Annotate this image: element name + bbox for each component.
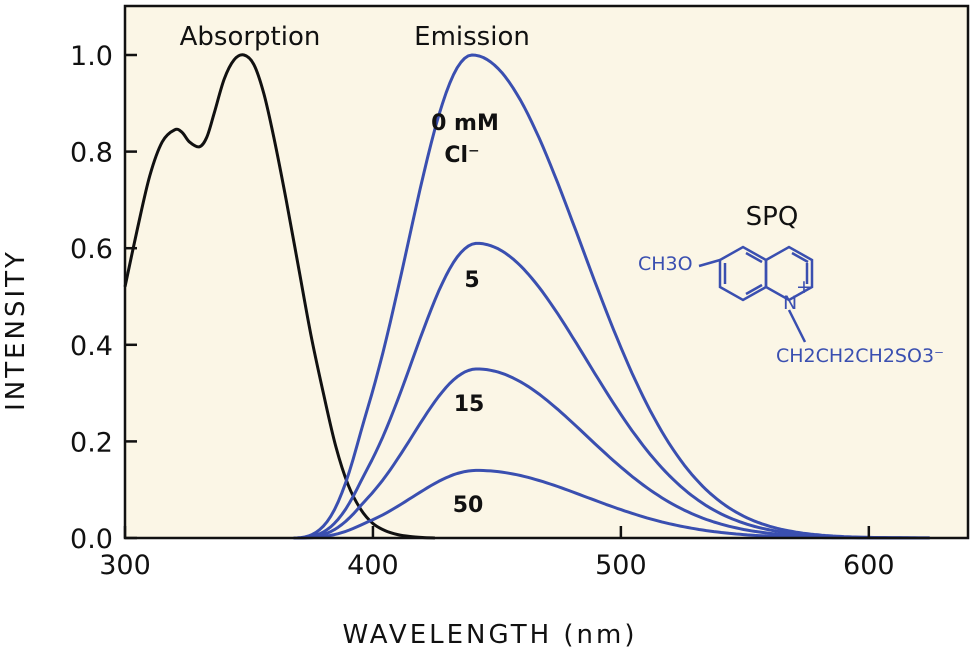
y-axis-label: INTENSITY bbox=[1, 249, 31, 411]
y-tick-label: 0.4 bbox=[70, 331, 113, 362]
y-tick-label: 0.2 bbox=[70, 427, 113, 458]
x-tick-label: 400 bbox=[347, 550, 399, 581]
conc-label-0mm: 0 mM bbox=[431, 111, 499, 136]
sulfopropyl-chain: CH2CH2CH2SO3⁻ bbox=[776, 345, 944, 367]
x-tick-label: 600 bbox=[843, 550, 895, 581]
y-tick-label: 0.0 bbox=[70, 524, 113, 555]
emission-label: Emission bbox=[414, 22, 530, 52]
y-tick-label: 0.6 bbox=[70, 234, 113, 265]
x-tick-label: 500 bbox=[595, 550, 647, 581]
plot-background bbox=[125, 6, 968, 538]
x-axis-label: WAVELENGTH (nm) bbox=[343, 620, 638, 650]
y-tick-label: 1.0 bbox=[70, 41, 113, 72]
ring-charge: + bbox=[796, 276, 812, 298]
ring-nitrogen: N bbox=[783, 292, 797, 314]
molecule-name: SPQ bbox=[746, 202, 799, 232]
x-tick-label: 300 bbox=[99, 550, 151, 581]
conc-label-5: 5 bbox=[464, 268, 479, 293]
absorption-label: Absorption bbox=[180, 22, 321, 52]
absorption-curve bbox=[123, 53, 435, 540]
y-tick-label: 0.8 bbox=[70, 138, 113, 169]
conc-label-cl: Cl⁻ bbox=[444, 143, 479, 168]
conc-label-15: 15 bbox=[454, 392, 485, 417]
spq-molecule: SPQ CH3O N + CH2CH2CH2SO3⁻ bbox=[638, 202, 944, 367]
methoxy-label: CH3O bbox=[638, 253, 693, 275]
conc-label-50: 50 bbox=[453, 493, 484, 518]
plot-frame bbox=[123, 4, 970, 540]
quinoline-ring-icon bbox=[698, 245, 814, 343]
x-axis-ticks: 300 400 500 600 bbox=[99, 526, 895, 581]
y-axis-ticks: 0.0 0.2 0.4 0.6 0.8 1.0 bbox=[70, 41, 137, 555]
